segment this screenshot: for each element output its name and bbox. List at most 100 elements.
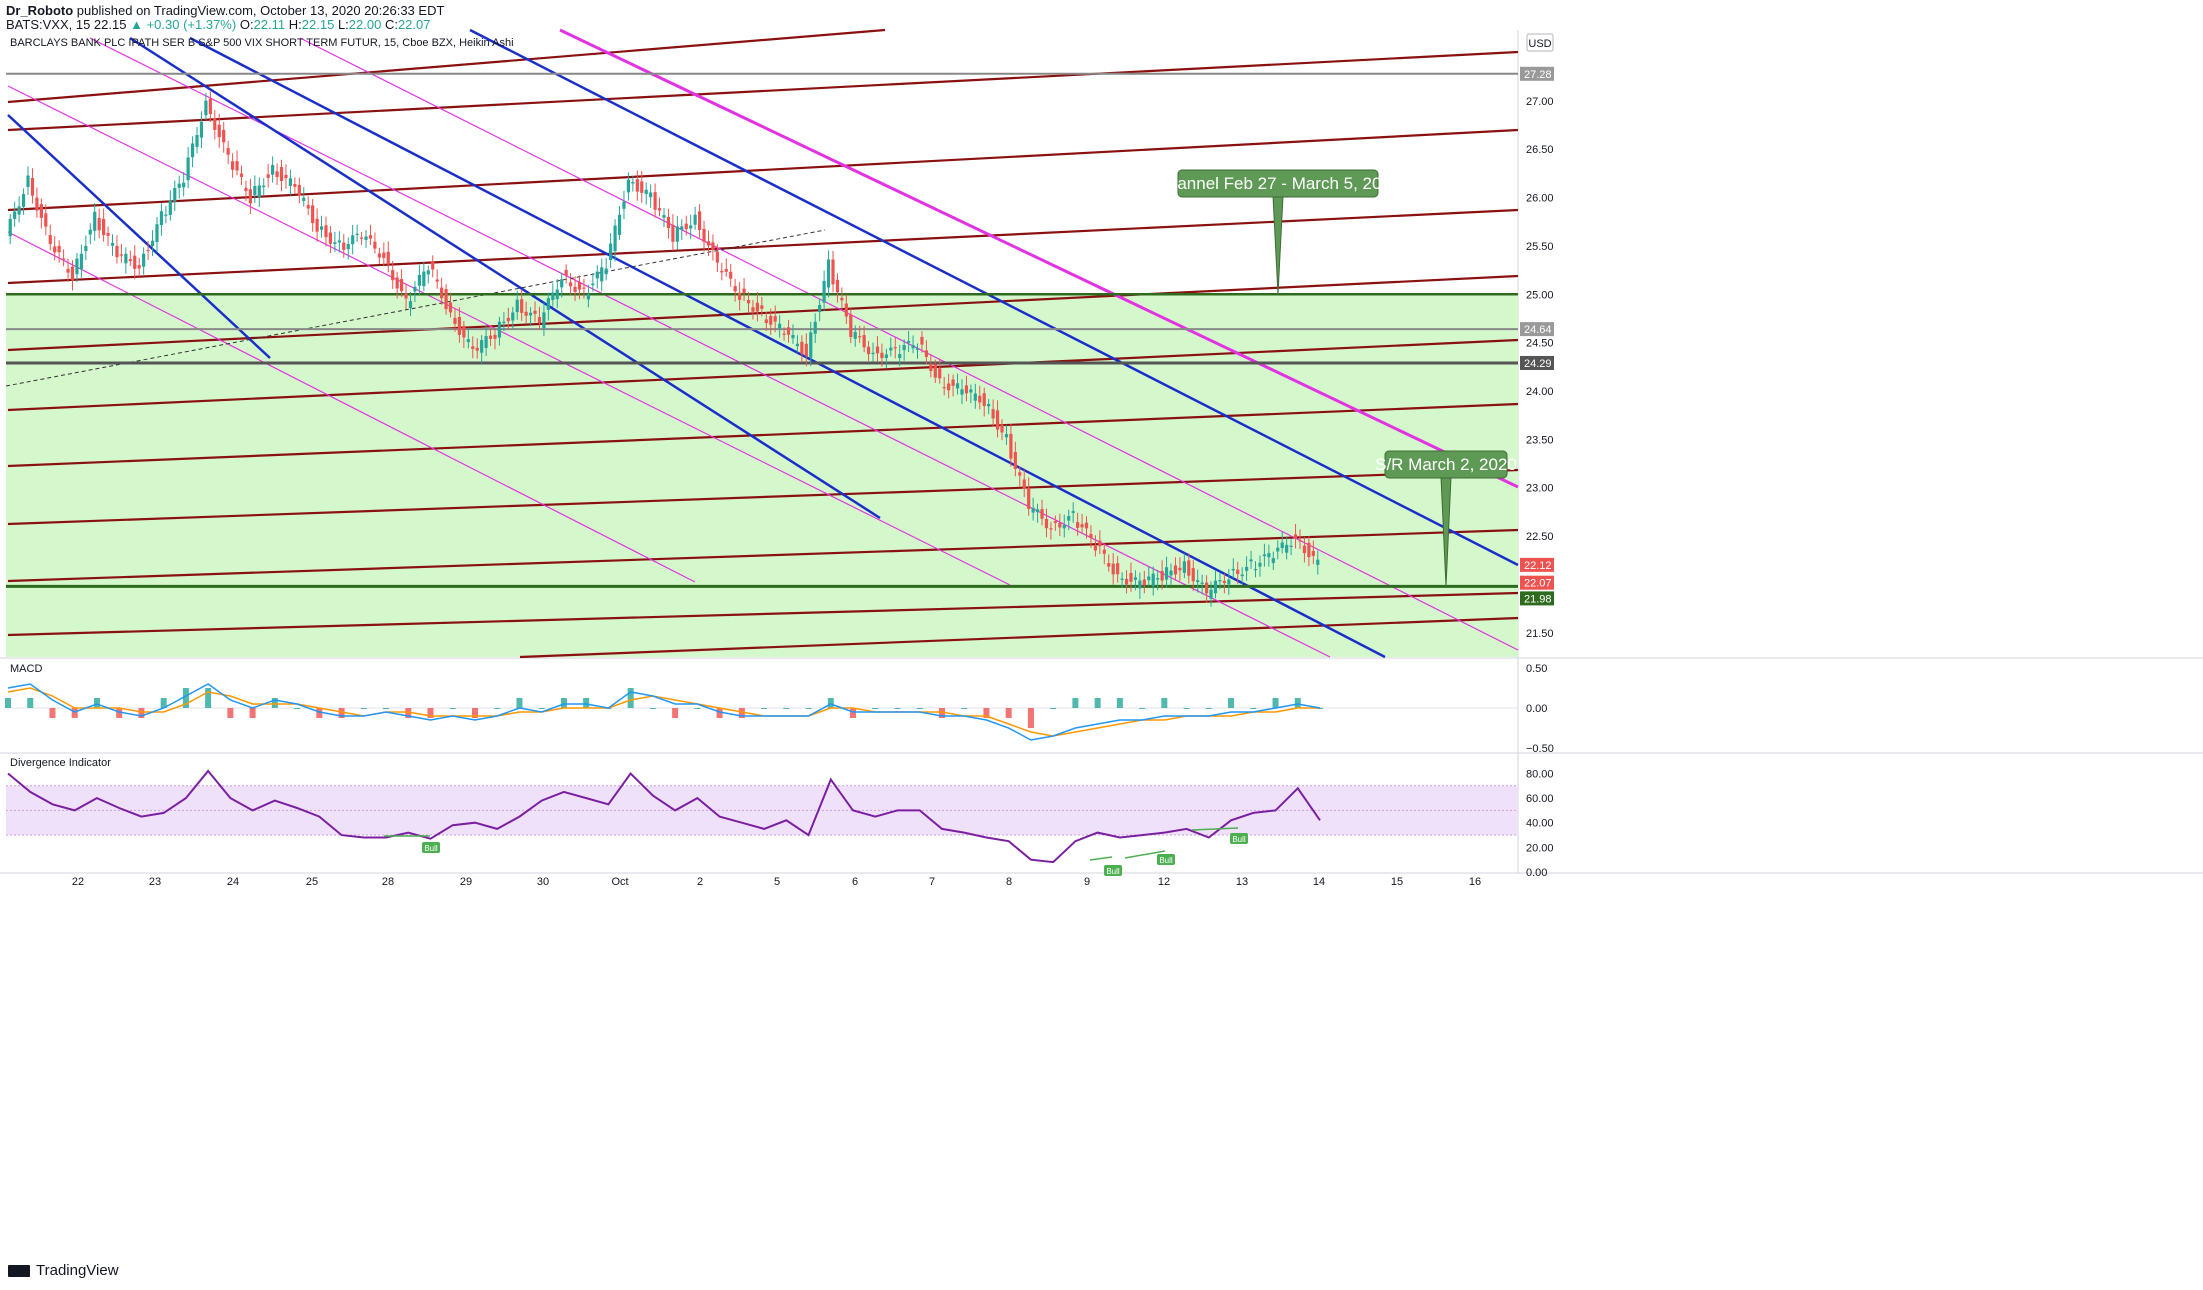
- candle: [555, 289, 559, 300]
- candle: [284, 174, 288, 179]
- macd-histogram-bar: [205, 688, 212, 708]
- candle: [995, 410, 1000, 430]
- bull-label: Bull: [424, 844, 438, 853]
- candle: [480, 340, 484, 353]
- candle: [404, 293, 408, 299]
- candle: [884, 354, 888, 359]
- candle: [150, 240, 155, 246]
- candle: [1160, 570, 1164, 581]
- candle: [1307, 542, 1311, 558]
- candle: [1245, 566, 1249, 571]
- candle: [391, 270, 395, 281]
- macd-tick-label: 0.50: [1526, 663, 1547, 675]
- time-tick-label: 29: [460, 876, 472, 888]
- macd-histogram-bar: [1050, 708, 1057, 709]
- candle: [573, 286, 577, 292]
- rsi-tick-label: 0.00: [1526, 867, 1547, 879]
- candle: [969, 389, 973, 393]
- candle: [88, 229, 92, 235]
- candle: [1222, 580, 1226, 584]
- bull-divergence-line: [1089, 856, 1113, 861]
- callout-text: Channel Feb 27 - March 5, 2020: [1156, 174, 1401, 193]
- candle: [569, 282, 573, 287]
- candle: [1111, 563, 1115, 575]
- time-tick-label: 24: [227, 876, 239, 888]
- candle: [613, 225, 617, 252]
- macd-histogram-bar: [1183, 708, 1190, 709]
- candle: [1040, 509, 1044, 519]
- channel-line: [7, 50, 1519, 132]
- candle: [217, 124, 221, 138]
- macd-histogram-bar: [1094, 698, 1101, 708]
- candle: [520, 299, 524, 313]
- channel-line: [7, 591, 1519, 637]
- candle: [866, 346, 871, 355]
- candle: [1031, 507, 1035, 513]
- price-label-box: [1520, 575, 1554, 590]
- candle: [911, 345, 915, 349]
- candle: [809, 332, 813, 359]
- candle: [1213, 580, 1218, 594]
- candle: [1173, 565, 1178, 575]
- candle: [124, 253, 128, 264]
- candle: [164, 214, 168, 216]
- macd-histogram-bar: [516, 698, 523, 708]
- macd-histogram-bar: [1072, 698, 1079, 708]
- candle: [537, 316, 542, 324]
- macd-histogram-bar: [1272, 698, 1279, 708]
- candle: [8, 218, 12, 237]
- candle: [355, 233, 359, 235]
- divergence-line: [7, 769, 1321, 864]
- candle: [319, 226, 324, 230]
- callout-box: [1384, 450, 1508, 479]
- channel-line: [7, 402, 1519, 468]
- price-label-box: [1520, 66, 1554, 81]
- candle: [106, 232, 110, 236]
- candle: [337, 240, 341, 243]
- candle: [853, 331, 857, 339]
- candle: [1253, 568, 1258, 571]
- bull-label: Bull: [1159, 856, 1173, 865]
- candle: [1120, 578, 1124, 580]
- candle: [746, 300, 751, 304]
- candle: [1271, 558, 1275, 564]
- candle: [1227, 579, 1231, 585]
- candle: [257, 185, 261, 198]
- price-change: ▲ +0.30 (+1.37%): [130, 17, 237, 32]
- candle: [315, 218, 319, 232]
- macd-histogram-bar: [138, 708, 145, 718]
- author-name[interactable]: Dr_Roboto: [6, 3, 74, 18]
- candle: [311, 205, 315, 224]
- high-label: H:: [288, 17, 302, 32]
- candle: [173, 187, 177, 202]
- candle: [542, 312, 546, 329]
- candle: [706, 241, 711, 246]
- candle: [395, 277, 399, 289]
- dashed-trend-line: [5, 229, 826, 387]
- candle: [640, 181, 644, 193]
- rsi-tick-label: 40.00: [1526, 818, 1554, 830]
- time-tick-label: 2: [697, 876, 703, 888]
- candle: [964, 385, 969, 394]
- time-tick-label: 12: [1158, 876, 1170, 888]
- callout-text: S/R March 2, 2020: [1375, 455, 1517, 474]
- candle: [1276, 547, 1280, 552]
- candle: [506, 317, 510, 322]
- candle: [653, 192, 657, 210]
- publish-info: published on TradingView.com, October 13…: [76, 3, 445, 18]
- brand-label[interactable]: TradingView: [36, 1262, 119, 1279]
- candle: [1142, 579, 1146, 586]
- tradingview-logo-icon: [8, 1264, 30, 1277]
- candle: [800, 341, 804, 354]
- price-tick-label: 26.00: [1526, 193, 1554, 205]
- channel-line: [7, 338, 1519, 412]
- macd-histogram-bar: [916, 708, 923, 709]
- candle: [1156, 578, 1160, 580]
- candle: [66, 268, 70, 273]
- candle: [342, 242, 346, 250]
- candle: [1102, 549, 1106, 554]
- macd-histogram-bar: [5, 698, 11, 708]
- candle: [1000, 424, 1004, 433]
- candle: [822, 280, 826, 303]
